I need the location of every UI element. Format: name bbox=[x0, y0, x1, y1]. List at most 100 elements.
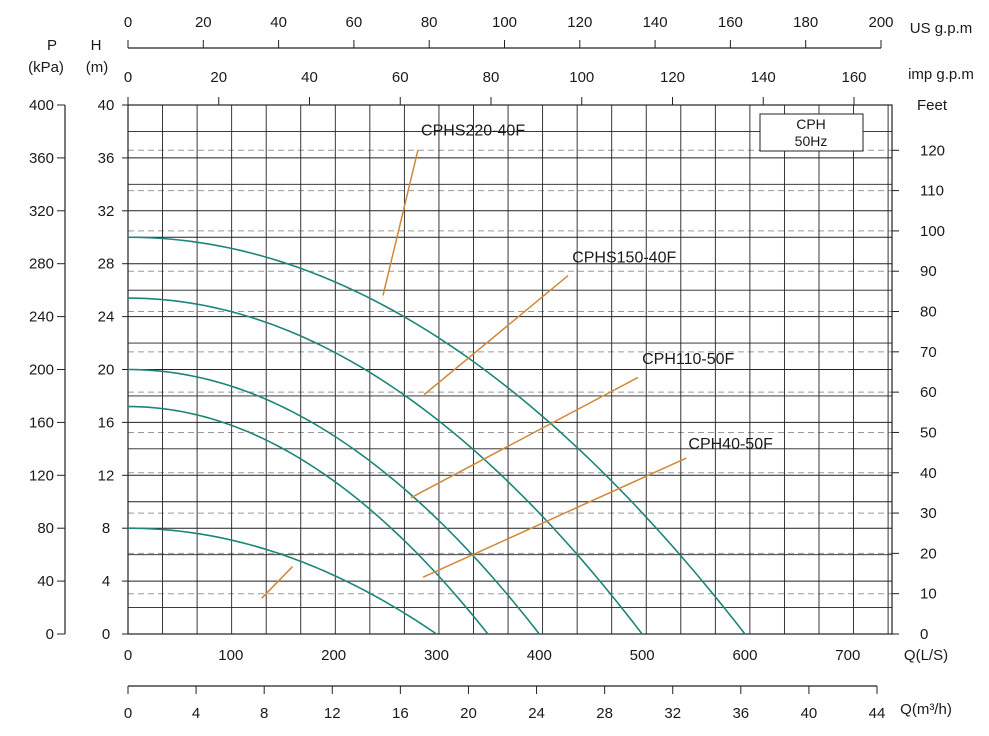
tick-label-us: 100 bbox=[492, 14, 517, 31]
tick-label-ls: 100 bbox=[218, 647, 243, 664]
tick-label-kpa: 400 bbox=[29, 97, 54, 114]
tick-label-imp: 80 bbox=[483, 69, 500, 86]
axis-title-kpa: (kPa) bbox=[28, 59, 64, 76]
tick-label-feet: 120 bbox=[920, 142, 945, 159]
leader-line bbox=[261, 566, 294, 599]
curve-label: CPHS220-40F bbox=[421, 122, 525, 139]
tick-label-ls: 700 bbox=[835, 647, 860, 664]
axis-title-m3h: Q(m³/h) bbox=[900, 701, 952, 718]
leader-line bbox=[410, 376, 639, 499]
grid bbox=[127, 104, 893, 635]
curve-cphs220-40f bbox=[127, 236, 746, 635]
tick-label-m3h: 28 bbox=[596, 705, 613, 722]
tick-label-feet: 40 bbox=[920, 465, 937, 482]
axis-title-imp: imp g.p.m bbox=[908, 66, 974, 83]
tick-label-kpa: 280 bbox=[29, 256, 54, 273]
tick-label-m3h: 20 bbox=[460, 705, 477, 722]
axis-title-feet: Feet bbox=[917, 97, 948, 114]
tick-label-ls: 500 bbox=[630, 647, 655, 664]
tick-label-imp: 160 bbox=[841, 69, 866, 86]
tick-label-kpa: 120 bbox=[29, 467, 54, 484]
curve-cphs150-40f bbox=[127, 297, 643, 635]
tick-label-us: 40 bbox=[270, 14, 287, 31]
tick-label-us: 160 bbox=[718, 14, 743, 31]
leader-line bbox=[422, 457, 687, 578]
tick-label-ls: 400 bbox=[527, 647, 552, 664]
tick-label-us: 120 bbox=[567, 14, 592, 31]
tick-label-feet: 10 bbox=[920, 586, 937, 603]
tick-label-kpa: 320 bbox=[29, 203, 54, 220]
tick-label-feet: 50 bbox=[920, 424, 937, 441]
axis-title-h: H bbox=[91, 37, 102, 54]
leader-line bbox=[382, 149, 419, 296]
tick-label-feet: 70 bbox=[920, 344, 937, 361]
tick-label-feet: 80 bbox=[920, 304, 937, 321]
tick-label-m3h: 4 bbox=[192, 705, 200, 722]
tick-label-feet: 90 bbox=[920, 263, 937, 280]
tick-label-m3h: 12 bbox=[324, 705, 341, 722]
tick-label-us: 0 bbox=[124, 14, 132, 31]
tick-label-m: 36 bbox=[98, 150, 115, 167]
performance-curves bbox=[127, 236, 746, 635]
labels: CPHS220-40F CPHS150-40F CPH110-50F CPH40-50… bbox=[421, 122, 773, 452]
tick-label-m: 20 bbox=[98, 362, 115, 379]
tick-label-m: 28 bbox=[98, 256, 115, 273]
tick-label-m3h: 44 bbox=[869, 705, 886, 722]
legend-line-2: 50Hz bbox=[795, 133, 828, 149]
tick-label-m: 16 bbox=[98, 414, 115, 431]
tick-label-m3h: 40 bbox=[801, 705, 818, 722]
tick-label-m3h: 36 bbox=[732, 705, 749, 722]
tick-label-kpa: 240 bbox=[29, 309, 54, 326]
axis-title-ls: Q(L/S) bbox=[904, 647, 948, 664]
tick-label-feet: 110 bbox=[920, 183, 944, 200]
curve-label: CPH40-50F bbox=[688, 436, 773, 453]
tick-label-kpa: 360 bbox=[29, 150, 54, 167]
tick-label-kpa: 80 bbox=[37, 520, 54, 537]
tick-label-ls: 0 bbox=[124, 647, 132, 664]
tick-label-us: 180 bbox=[793, 14, 818, 31]
tick-label-m: 4 bbox=[102, 573, 110, 590]
tick-label-kpa: 0 bbox=[46, 626, 54, 643]
legend-line-1: CPH bbox=[796, 116, 826, 132]
tick-label-imp: 100 bbox=[569, 69, 594, 86]
tick-label-us: 60 bbox=[346, 14, 363, 31]
axis-title-us: US g.p.m bbox=[910, 20, 973, 37]
tick-label-feet: 100 bbox=[920, 223, 945, 240]
tick-label-us: 140 bbox=[643, 14, 668, 31]
tick-label-m: 0 bbox=[102, 626, 110, 643]
tick-label-feet: 0 bbox=[920, 626, 928, 643]
tick-label-kpa: 160 bbox=[29, 414, 54, 431]
tick-label-imp: 60 bbox=[392, 69, 409, 86]
tick-label-ls: 200 bbox=[321, 647, 346, 664]
tick-label-kpa: 200 bbox=[29, 362, 54, 379]
curve-label: CPHS150-40F bbox=[572, 249, 676, 266]
axis-title-m: (m) bbox=[86, 59, 109, 76]
tick-label-m: 24 bbox=[98, 309, 115, 326]
tick-label-m: 12 bbox=[98, 467, 115, 484]
tick-label-us: 80 bbox=[421, 14, 438, 31]
curve-unnamed bbox=[127, 527, 437, 635]
tick-label-imp: 120 bbox=[660, 69, 685, 86]
tick-label-ls: 300 bbox=[424, 647, 449, 664]
curve-cph40-50f bbox=[127, 405, 489, 635]
tick-label-us: 200 bbox=[868, 14, 893, 31]
tick-label-m3h: 32 bbox=[664, 705, 681, 722]
tick-label-m3h: 24 bbox=[528, 705, 545, 722]
tick-label-m3h: 8 bbox=[260, 705, 268, 722]
curve-label: CPH110-50F bbox=[642, 351, 734, 368]
axes: 04080120160200240280320360400P(kPa)04812… bbox=[28, 14, 974, 722]
leader-line bbox=[423, 275, 569, 396]
tick-label-m3h: 0 bbox=[124, 705, 132, 722]
tick-label-feet: 60 bbox=[920, 384, 937, 401]
tick-label-m: 40 bbox=[98, 97, 115, 114]
tick-label-kpa: 40 bbox=[37, 573, 54, 590]
tick-label-ls: 600 bbox=[732, 647, 757, 664]
tick-label-us: 20 bbox=[195, 14, 212, 31]
axis-title-p: P bbox=[47, 37, 57, 54]
tick-label-imp: 0 bbox=[124, 69, 132, 86]
tick-label-m: 8 bbox=[102, 520, 110, 537]
tick-label-imp: 140 bbox=[751, 69, 776, 86]
legend-box: CPH 50Hz bbox=[759, 113, 864, 152]
tick-label-m: 32 bbox=[98, 203, 115, 220]
